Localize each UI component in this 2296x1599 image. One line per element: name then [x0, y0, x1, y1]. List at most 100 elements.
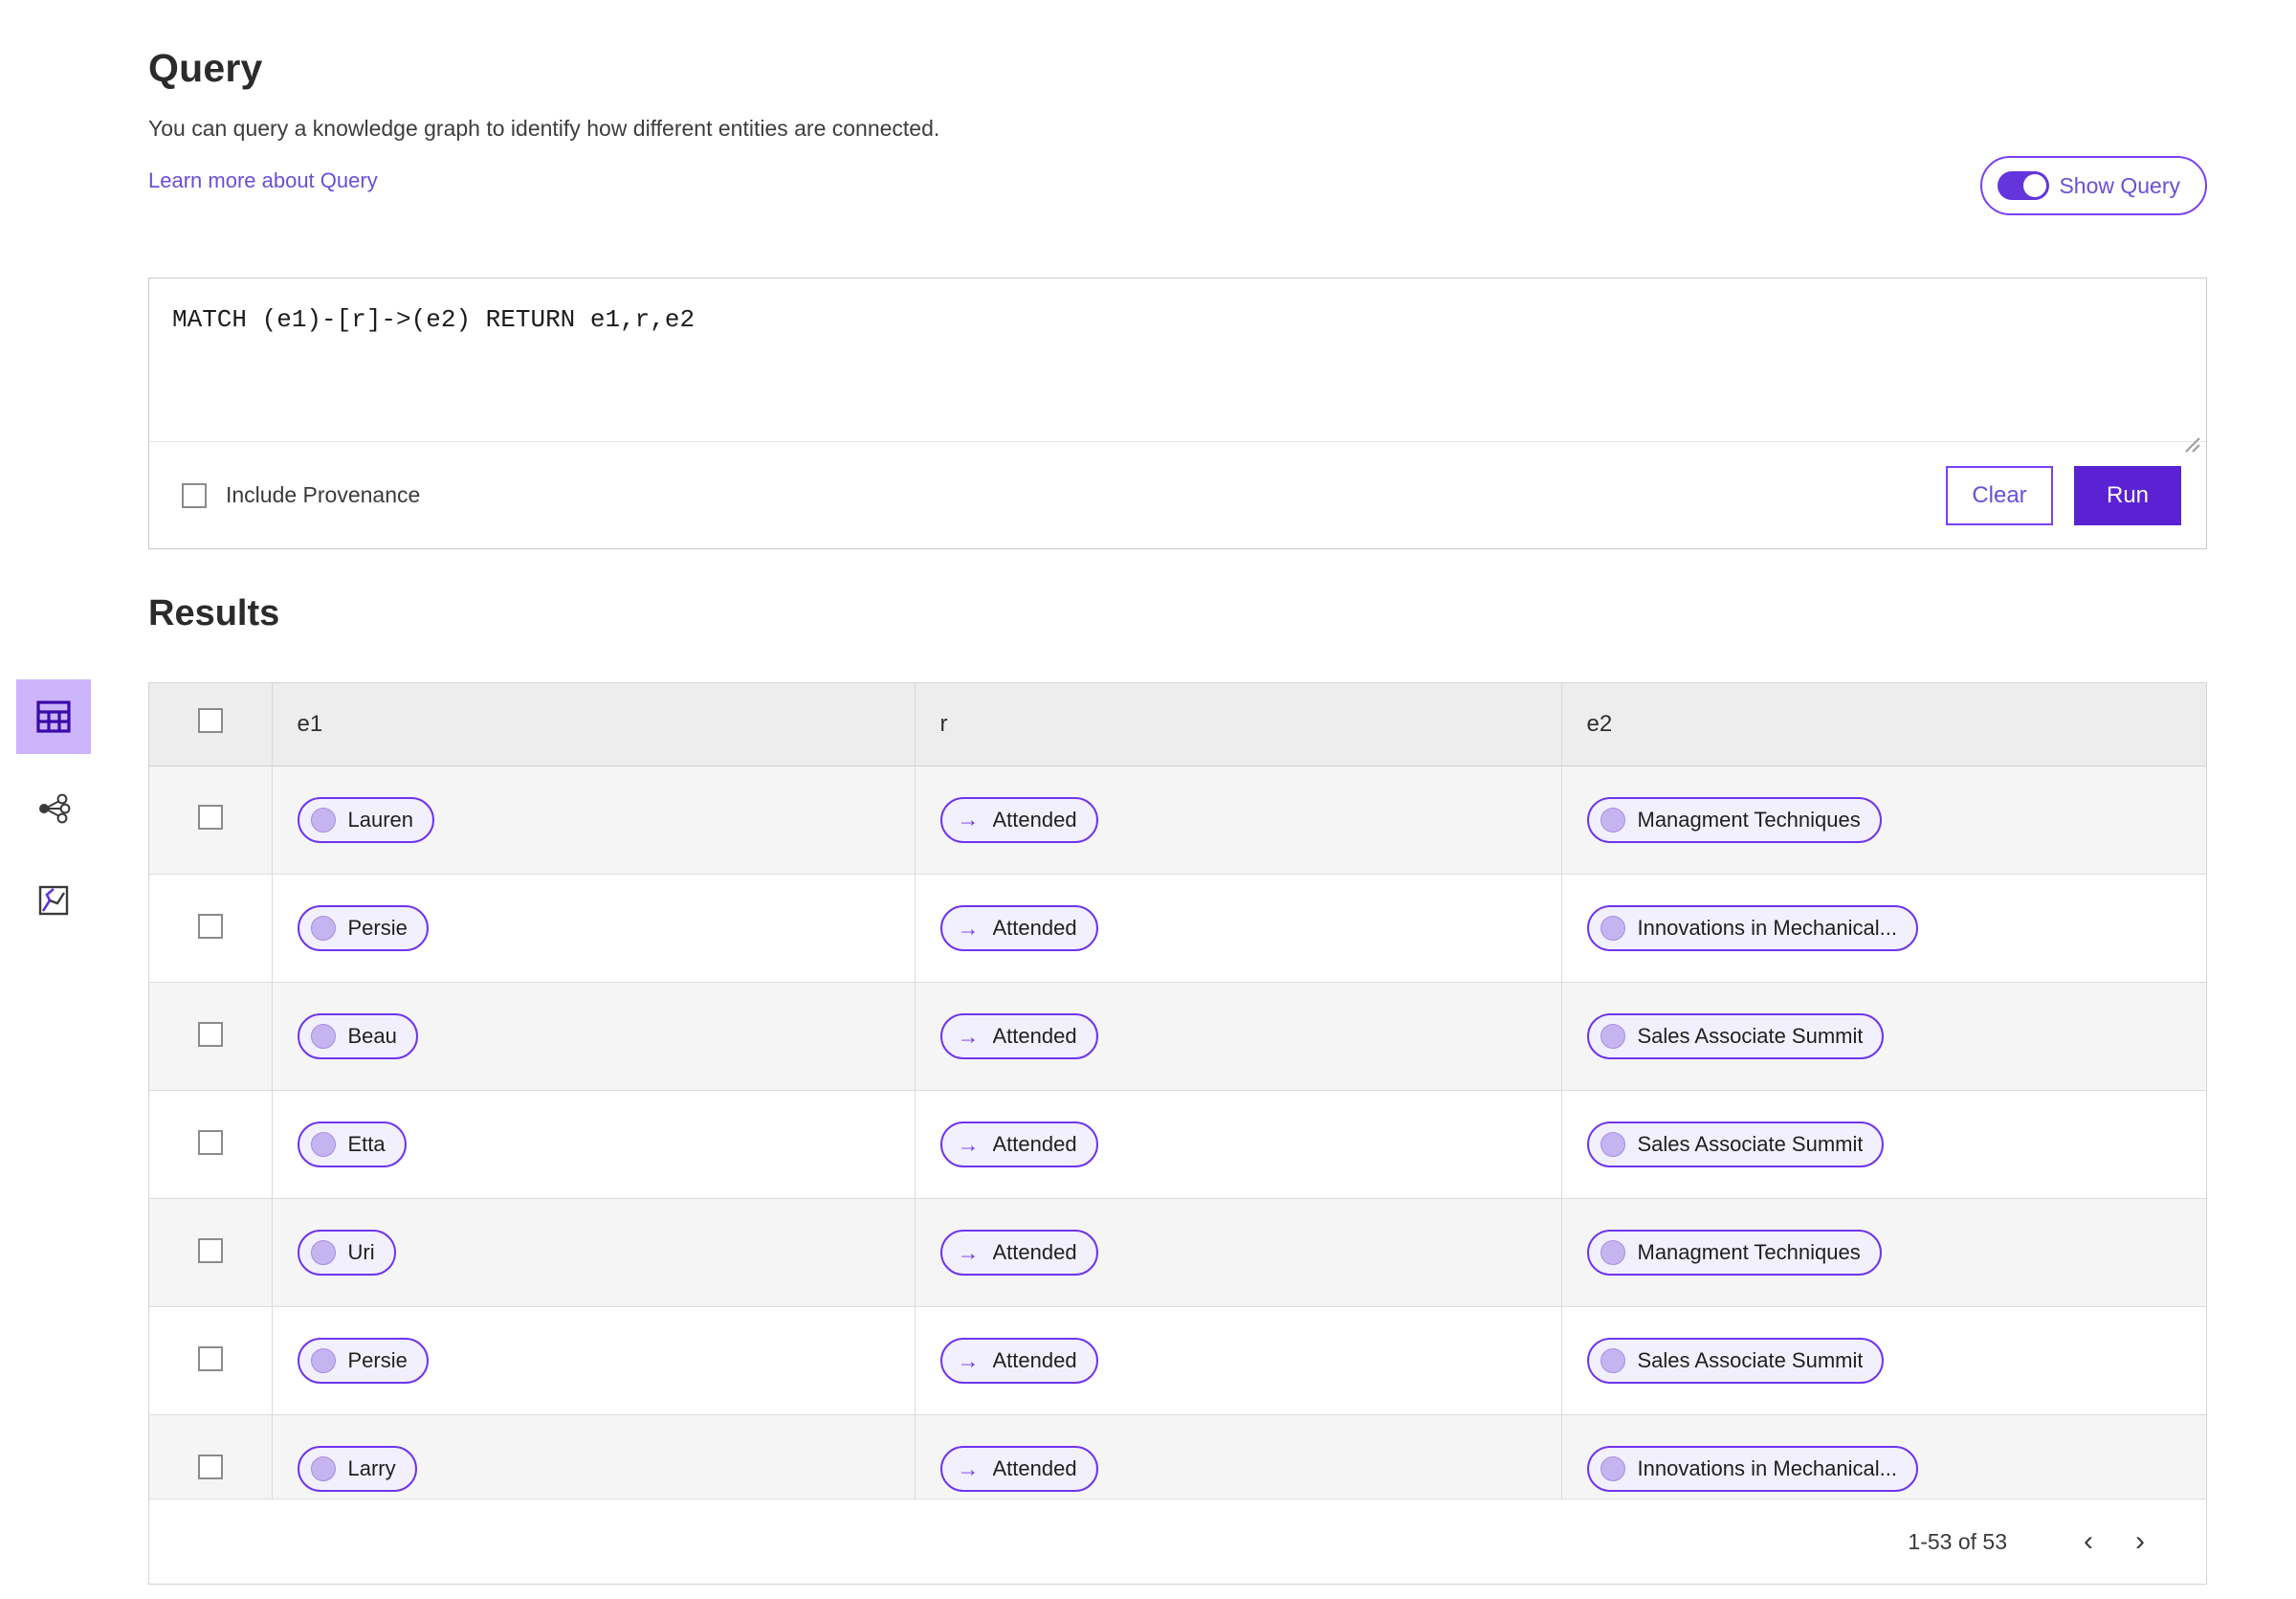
cell-e2: Managment Techniques	[1561, 1198, 2206, 1307]
row-checkbox[interactable]	[197, 1021, 223, 1047]
column-header-e1[interactable]: e1	[272, 683, 916, 766]
clear-button[interactable]: Clear	[1946, 465, 2053, 525]
results-table-body: Lauren → Attended Managment Techniques Persi…	[149, 766, 2206, 1499]
entity-chip[interactable]: Beau	[297, 1013, 418, 1059]
relationship-chip[interactable]: → Attended	[939, 796, 1098, 843]
entity-dot-icon	[1600, 1132, 1625, 1157]
sidebar-item-graph-view[interactable]	[16, 771, 91, 846]
entity-chip[interactable]: Managment Techniques	[1586, 796, 1882, 843]
chip-label: Sales Associate Summit	[1637, 1348, 1864, 1372]
query-editor-footer: Include Provenance Clear Run	[149, 441, 2206, 548]
table-row[interactable]: Lauren → Attended Managment Techniques	[149, 766, 2206, 875]
arrow-right-icon: →	[957, 1023, 980, 1049]
chip-label: Persie	[347, 1348, 408, 1372]
relationship-chip[interactable]: → Attended	[939, 1446, 1098, 1492]
entity-chip[interactable]: Lauren	[297, 796, 435, 843]
chip-label: Attended	[992, 1024, 1077, 1048]
chip-label: Managment Techniques	[1637, 1240, 1861, 1264]
arrow-right-icon: →	[957, 807, 980, 833]
arrow-right-icon: →	[957, 1347, 980, 1373]
entity-dot-icon	[1600, 807, 1625, 833]
entity-dot-icon	[310, 1132, 336, 1157]
relationship-chip[interactable]: → Attended	[939, 1230, 1098, 1276]
table-row[interactable]: Etta → Attended Sales Associate Summit	[149, 1090, 2206, 1199]
chip-label: Innovations in Mechanical...	[1637, 1456, 1898, 1480]
chip-label: Attended	[992, 916, 1077, 940]
entity-chip[interactable]: Etta	[297, 1122, 407, 1167]
pagination-range: 1-53 of 53	[1908, 1528, 2007, 1554]
cell-e1: Lauren	[272, 766, 916, 875]
entity-dot-icon	[310, 1024, 336, 1049]
column-header-r[interactable]: r	[915, 683, 1562, 766]
entity-chip[interactable]: Persie	[297, 905, 429, 951]
select-all-checkbox[interactable]	[197, 708, 223, 734]
show-query-toggle[interactable]: Show Query	[1980, 156, 2207, 215]
row-checkbox[interactable]	[197, 805, 223, 831]
relationship-chip[interactable]: → Attended	[939, 905, 1098, 951]
relationship-chip[interactable]: → Attended	[939, 1122, 1098, 1167]
textarea-resize-handle[interactable]	[2179, 432, 2200, 453]
chip-label: Innovations in Mechanical...	[1637, 916, 1898, 940]
table-row[interactable]: Persie → Attended Sales Associate Summit	[149, 1306, 2206, 1415]
entity-chip[interactable]: Sales Associate Summit	[1586, 1013, 1885, 1059]
cell-r: → Attended	[915, 1414, 1562, 1499]
sidebar-item-table-view[interactable]	[16, 679, 91, 754]
cell-e1: Etta	[272, 1090, 916, 1199]
table-row[interactable]: Larry → Attended Innovations in Mechanical.…	[149, 1414, 2206, 1499]
toggle-switch[interactable]	[1998, 171, 2050, 200]
entity-chip[interactable]: Larry	[297, 1446, 417, 1492]
learn-more-link[interactable]: Learn more about Query	[148, 168, 378, 192]
cell-r: → Attended	[915, 982, 1562, 1091]
entity-dot-icon	[310, 1456, 336, 1481]
include-provenance-checkbox[interactable]: Include Provenance	[182, 482, 420, 508]
relationship-chip[interactable]: → Attended	[939, 1338, 1098, 1384]
row-select-cell	[149, 1090, 273, 1199]
cell-e2: Managment Techniques	[1561, 766, 2206, 875]
cell-e1: Persie	[272, 1306, 916, 1415]
row-checkbox[interactable]	[197, 1237, 223, 1263]
entity-chip[interactable]: Managment Techniques	[1586, 1230, 1882, 1276]
table-icon	[36, 700, 71, 733]
column-header-e2[interactable]: e2	[1561, 683, 2206, 766]
pagination-bar: 1-53 of 53 ‹ ›	[149, 1499, 2206, 1584]
results-table-scroll[interactable]: Lauren → Attended Managment Techniques Persi…	[149, 766, 2206, 1499]
table-row[interactable]: Uri → Attended Managment Techniques	[149, 1198, 2206, 1307]
cell-e1: Uri	[272, 1198, 916, 1307]
chip-label: Attended	[992, 1240, 1077, 1264]
checkbox-box[interactable]	[182, 482, 207, 508]
entity-dot-icon	[1600, 1024, 1625, 1049]
table-row[interactable]: Beau → Attended Sales Associate Summit	[149, 982, 2206, 1091]
row-checkbox[interactable]	[197, 913, 223, 939]
entity-chip[interactable]: Uri	[297, 1230, 396, 1276]
row-checkbox[interactable]	[197, 1345, 223, 1371]
chip-label: Attended	[992, 1132, 1077, 1156]
chevron-right-icon[interactable]: ›	[2135, 1525, 2145, 1557]
entity-dot-icon	[310, 916, 336, 941]
row-select-cell	[149, 766, 273, 875]
row-checkbox[interactable]	[197, 1129, 223, 1155]
entity-chip[interactable]: Innovations in Mechanical...	[1586, 905, 1918, 951]
entity-chip[interactable]: Innovations in Mechanical...	[1586, 1446, 1918, 1492]
entity-chip[interactable]: Sales Associate Summit	[1586, 1122, 1885, 1167]
cell-e2: Sales Associate Summit	[1561, 1090, 2206, 1199]
table-row[interactable]: Persie → Attended Innovations in Mechanical…	[149, 874, 2206, 983]
run-button[interactable]: Run	[2074, 465, 2181, 525]
row-select-cell	[149, 874, 273, 983]
entity-chip[interactable]: Persie	[297, 1338, 429, 1384]
cell-e1: Persie	[272, 874, 916, 983]
query-editor-panel: MATCH (e1)-[r]->(e2) RETURN e1,r,e2 Incl…	[148, 278, 2207, 549]
select-all-header	[149, 683, 273, 766]
table-header-row: e1 r e2	[149, 683, 2206, 766]
entity-dot-icon	[1600, 916, 1625, 941]
relationship-chip[interactable]: → Attended	[939, 1013, 1098, 1059]
show-query-label: Show Query	[2059, 172, 2180, 198]
row-checkbox[interactable]	[197, 1454, 223, 1479]
view-mode-rail	[0, 679, 107, 955]
chip-label: Sales Associate Summit	[1637, 1132, 1864, 1156]
chevron-left-icon[interactable]: ‹	[2084, 1525, 2093, 1557]
sidebar-item-map-view[interactable]	[16, 863, 91, 938]
query-input[interactable]: MATCH (e1)-[r]->(e2) RETURN e1,r,e2	[172, 305, 695, 334]
arrow-right-icon: →	[957, 915, 980, 941]
entity-chip[interactable]: Sales Associate Summit	[1586, 1338, 1885, 1384]
row-select-cell	[149, 1414, 273, 1499]
